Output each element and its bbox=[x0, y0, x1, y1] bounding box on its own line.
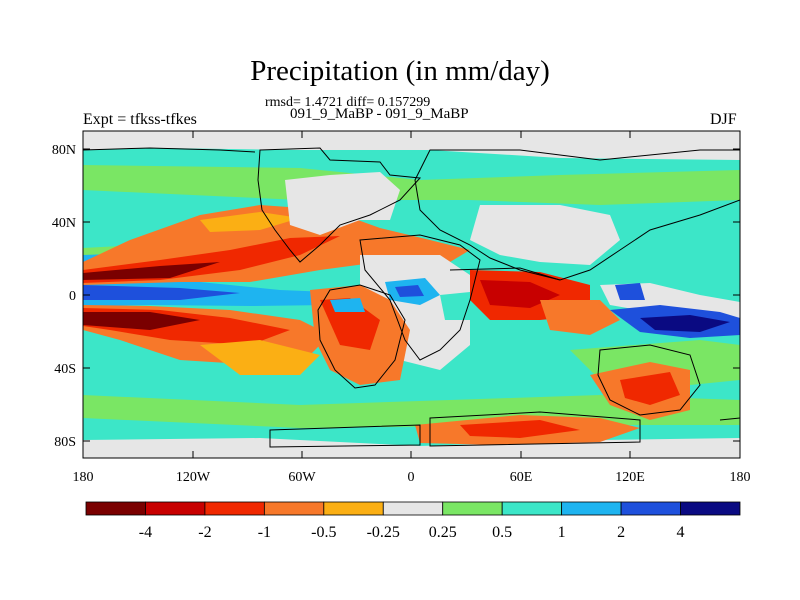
amazon-wet bbox=[330, 298, 365, 312]
plot-title: Precipitation (in mm/day) bbox=[250, 55, 550, 87]
colorbar-label: -0.25 bbox=[367, 524, 400, 541]
lat-tick-label: 80S bbox=[54, 435, 76, 450]
colorbar: -4 -2 -1 -0.5 -0.25 0.25 0.5 1 2 4 bbox=[85, 501, 741, 541]
maritime-wet bbox=[615, 283, 645, 300]
africa-wet bbox=[440, 292, 470, 320]
colorbar-swatch bbox=[620, 501, 681, 516]
npac-dry-edge bbox=[200, 212, 300, 232]
indian-dry-edge bbox=[540, 300, 620, 335]
lon-tick-label: 120W bbox=[176, 470, 211, 485]
lon-tick-label: 0 bbox=[408, 470, 415, 485]
colorbar-swatch bbox=[442, 501, 503, 516]
coastlines bbox=[83, 147, 740, 448]
colorbar-swatch bbox=[263, 501, 325, 516]
colorbar-swatch bbox=[501, 501, 563, 516]
asia-neutral bbox=[470, 205, 620, 265]
lat-tick-label: 0 bbox=[69, 289, 76, 304]
indian-dry-core bbox=[480, 280, 560, 308]
lon-tick-label: 120E bbox=[615, 470, 645, 485]
north-wet-band bbox=[83, 165, 740, 205]
lat-tick-label: 40S bbox=[54, 362, 76, 377]
lon-tick-label: 180 bbox=[730, 470, 751, 485]
atlantic-wet-core bbox=[395, 285, 424, 297]
colorbar-swatch bbox=[85, 501, 146, 516]
namerica-neutral bbox=[285, 172, 400, 235]
stats-line: rmsd= 1.4721 diff= 0.157299 bbox=[265, 95, 431, 110]
lon-axis: 180 120W 60W 0 60E 120E 180 bbox=[73, 131, 751, 485]
spac-dry-edge bbox=[200, 340, 320, 375]
colorbar-swatch bbox=[561, 501, 622, 516]
colorbar-swatch bbox=[323, 501, 384, 516]
spac-dry-core bbox=[83, 312, 200, 330]
colorbar-label: 0.5 bbox=[492, 524, 512, 541]
australia-dry-core bbox=[620, 372, 680, 405]
colorbar-label: 4 bbox=[677, 524, 685, 541]
colorbar-swatch bbox=[382, 501, 444, 516]
lon-tick-label: 180 bbox=[73, 470, 94, 485]
colorbar-label: -4 bbox=[139, 524, 152, 541]
wpac-wet-core bbox=[640, 315, 730, 332]
lat-tick-label: 40N bbox=[52, 216, 76, 231]
arctic-neutral bbox=[83, 131, 740, 160]
precip-field bbox=[83, 131, 740, 458]
lat-tick-label: 80N bbox=[52, 143, 76, 158]
lon-tick-label: 60E bbox=[510, 470, 533, 485]
antarctic-dry-core bbox=[460, 420, 580, 438]
case-label: 091_9_MaBP - 091_9_MaBP bbox=[290, 106, 469, 122]
colorbar-label: 0.25 bbox=[429, 524, 457, 541]
colorbar-label: -2 bbox=[198, 524, 211, 541]
colorbar-swatch bbox=[680, 501, 741, 516]
npac-dry-core bbox=[83, 262, 220, 280]
lat-axis: 80N 40N 0 40S 80S bbox=[52, 143, 740, 450]
colorbar-swatch bbox=[204, 501, 265, 516]
colorbar-label: 2 bbox=[617, 524, 625, 541]
equatorial-wet-core bbox=[83, 285, 240, 300]
colorbar-label: -0.5 bbox=[311, 524, 336, 541]
season-label: DJF bbox=[710, 111, 737, 128]
experiment-label: Expt = tfkss-tfkes bbox=[83, 111, 197, 128]
colorbar-label: -1 bbox=[258, 524, 271, 541]
lon-tick-label: 60W bbox=[288, 470, 316, 485]
colorbar-swatch bbox=[145, 501, 206, 516]
colorbar-label: 1 bbox=[558, 524, 566, 541]
